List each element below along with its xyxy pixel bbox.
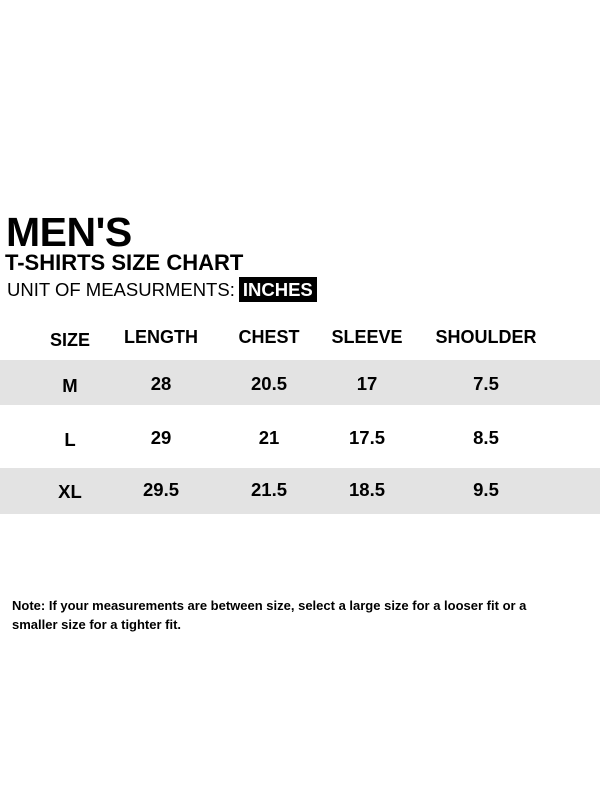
table-cell: 7.5 xyxy=(473,373,499,394)
size-label: M xyxy=(62,375,78,396)
unit-label: UNIT OF MEASURMENTS: xyxy=(7,278,235,300)
table-cell: 17 xyxy=(356,373,378,394)
table-cell: 8.5 xyxy=(473,427,499,448)
fit-note: Note: If your measurements are between s… xyxy=(12,598,527,632)
table-cell: 21 xyxy=(258,427,280,448)
size-label: XL xyxy=(58,481,82,502)
size-label: L xyxy=(64,429,76,450)
column-header-shoulder: SHOULDER xyxy=(435,327,537,347)
row-band-xl xyxy=(0,468,600,514)
column-header-length: LENGTH xyxy=(124,327,198,347)
unit-badge: INCHES xyxy=(238,277,317,302)
page-subtitle: T-SHIRTS SIZE CHART xyxy=(5,250,244,275)
table-cell: 29.5 xyxy=(142,479,180,500)
table-cell: 28 xyxy=(150,373,172,394)
row-band-m xyxy=(0,360,600,405)
page-title: MEN'S xyxy=(6,209,132,255)
unit-of-measurement: UNIT OF MEASURMENTS: INCHES xyxy=(7,277,317,302)
table-cell: 18.5 xyxy=(348,479,386,500)
column-header-chest: CHEST xyxy=(238,327,300,347)
column-header-sleeve: SLEEVE xyxy=(331,327,403,347)
column-header-size: SIZE xyxy=(49,330,91,350)
table-cell: 20.5 xyxy=(250,373,288,394)
table-cell: 21.5 xyxy=(250,479,288,500)
table-cell: 29 xyxy=(150,427,172,448)
table-cell: 9.5 xyxy=(473,479,499,500)
table-cell: 17.5 xyxy=(348,427,386,448)
